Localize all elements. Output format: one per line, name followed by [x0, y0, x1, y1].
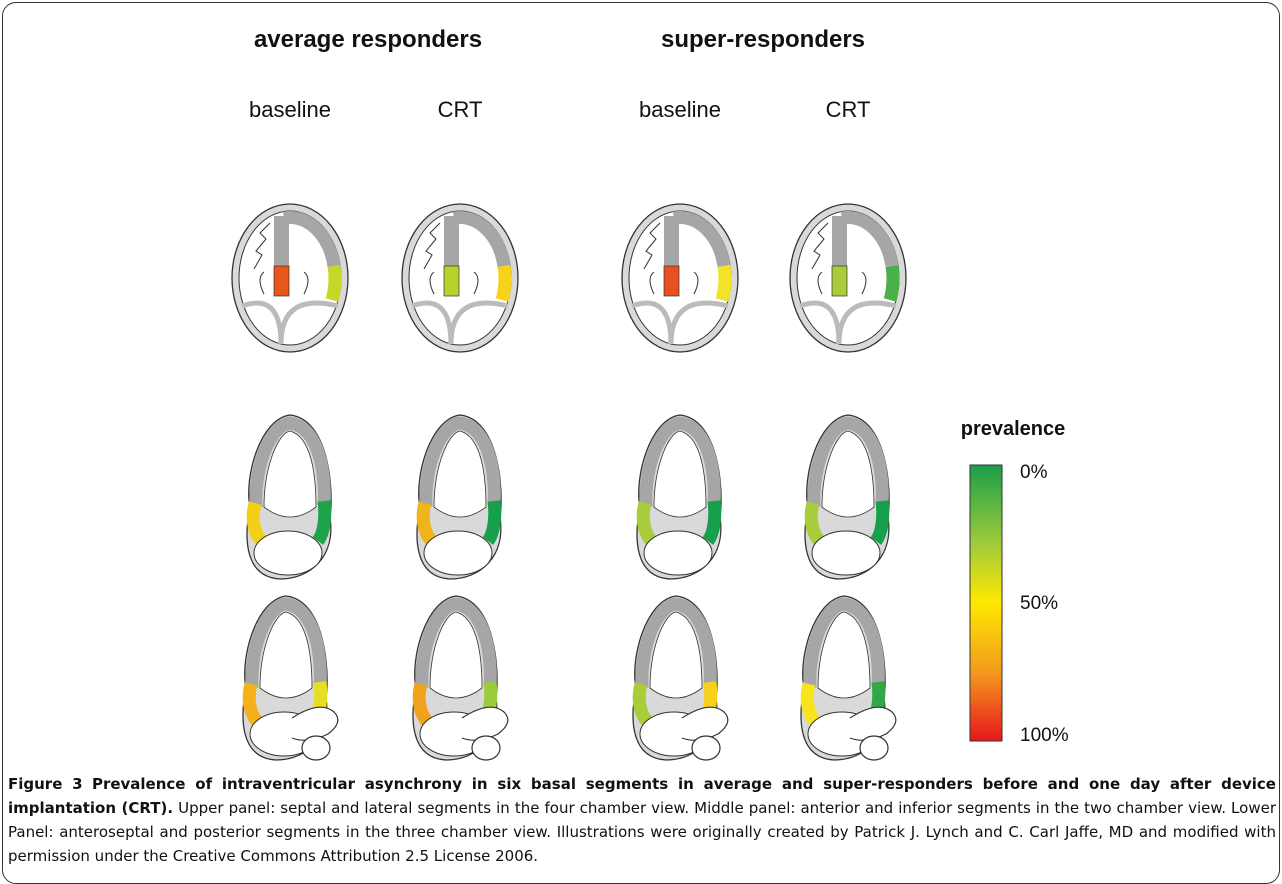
heart-part	[325, 264, 342, 302]
column-title: CRT	[438, 97, 483, 122]
heart-part	[433, 430, 487, 518]
heart-part	[664, 216, 679, 268]
heart-part	[429, 611, 483, 699]
heart-part	[643, 530, 713, 576]
heart-part	[799, 300, 897, 345]
heart-part	[444, 216, 459, 268]
heart-part	[452, 211, 511, 268]
heart-part	[653, 430, 707, 518]
heart-illustrations	[231, 203, 907, 761]
heart-part	[635, 597, 717, 689]
heart-part	[811, 530, 881, 576]
heart-part	[840, 211, 899, 268]
heart-part	[259, 611, 313, 699]
heart-part	[715, 264, 732, 302]
caption-text: Upper panel: septal and lateral segments…	[8, 799, 1276, 865]
heart-part	[821, 430, 875, 518]
heart-part	[245, 597, 327, 689]
column-title: baseline	[639, 97, 721, 122]
heart-part	[832, 216, 847, 268]
heart-part	[702, 500, 722, 545]
heart-part	[423, 222, 479, 295]
heart-part	[274, 216, 289, 268]
heart-part	[883, 264, 900, 302]
heart-part	[273, 265, 290, 297]
heart-part	[312, 500, 332, 545]
heart-part	[649, 611, 703, 699]
heart-part	[870, 500, 890, 545]
heart-part	[443, 265, 460, 297]
heart-part	[639, 416, 721, 508]
color-scale	[969, 464, 1003, 742]
heart-part	[415, 597, 497, 689]
heart-part	[241, 300, 339, 345]
heart-part	[803, 597, 885, 689]
heart-part	[423, 530, 493, 576]
heart-part	[253, 222, 309, 295]
legend-label: 0%	[1020, 462, 1048, 483]
heart-part	[495, 264, 512, 302]
heart-part	[643, 222, 699, 295]
legend-label: 50%	[1020, 593, 1058, 614]
heart-part	[253, 530, 323, 576]
heart-part	[807, 416, 889, 508]
caption: Figure 3 Prevalence of intraventricular …	[8, 772, 1276, 868]
legend-label: 100%	[1020, 725, 1069, 746]
heart-part	[859, 735, 889, 761]
group-title: super-responders	[661, 26, 865, 53]
heart-part	[631, 300, 729, 345]
group-title: average responders	[254, 26, 482, 53]
column-title: baseline	[249, 97, 331, 122]
column-title: CRT	[826, 97, 871, 122]
heart-part	[301, 735, 331, 761]
heart-part	[672, 211, 731, 268]
heart-part	[471, 735, 501, 761]
heart-part	[263, 430, 317, 518]
heart-part	[419, 416, 501, 508]
legend-title: prevalence	[961, 418, 1066, 440]
heart-part	[811, 222, 867, 295]
heart-part	[482, 500, 502, 545]
heart-part	[831, 265, 848, 297]
heart-part	[691, 735, 721, 761]
heart-part	[663, 265, 680, 297]
caption-title: Prevalence of intraventricular asynchron…	[8, 775, 1276, 817]
heart-part	[249, 416, 331, 508]
heart-part	[817, 611, 871, 699]
heart-part	[411, 300, 509, 345]
heart-part	[282, 211, 341, 268]
caption-label: Figure 3	[8, 775, 83, 793]
